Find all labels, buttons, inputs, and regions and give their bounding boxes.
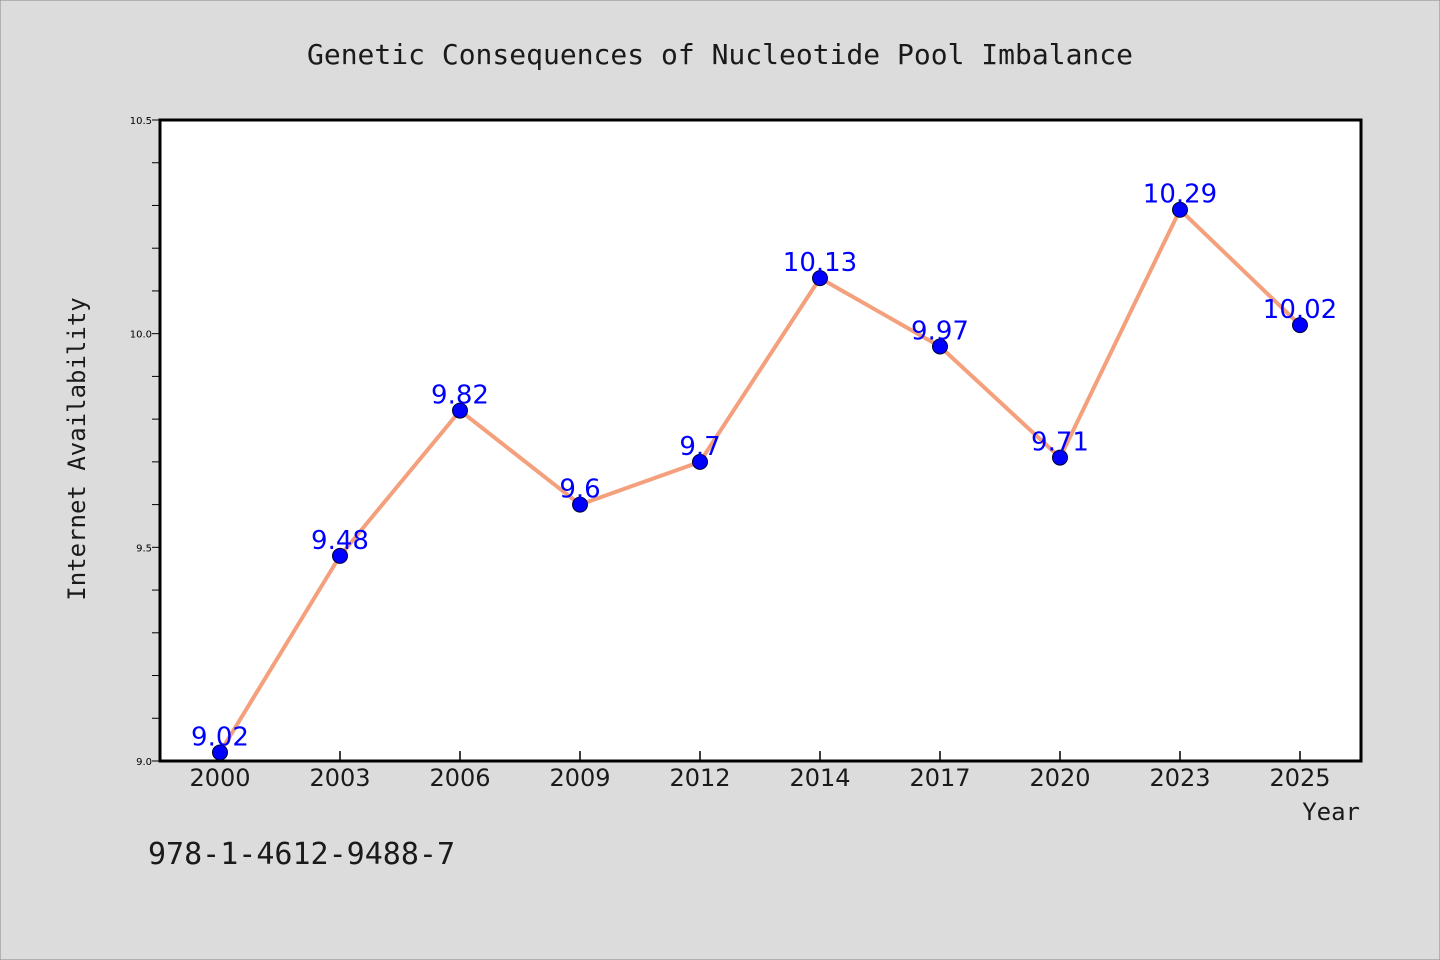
data-label: 9.7 [679, 432, 720, 462]
chart-title: Genetic Consequences of Nucleotide Pool … [307, 38, 1133, 71]
data-point [212, 744, 228, 761]
y-tick-label: 10.0 [130, 330, 152, 341]
plot-area [158, 118, 1363, 763]
data-label: 9.71 [1031, 428, 1089, 458]
y-tick-label: 10.5 [130, 116, 152, 127]
data-point [1292, 317, 1308, 334]
y-tick-label: 9.5 [136, 543, 152, 554]
x-axis-ticks: 2000 2003 2006 2009 2012 2014 2017 2020 2023 2025 [189, 751, 1331, 792]
x-tick-label: 2003 [309, 764, 370, 792]
data-point [1052, 449, 1068, 466]
y-tick-label: 9.0 [136, 757, 152, 768]
y-axis-ticks: 9.0 9.5 10.0 10.5 [130, 116, 160, 768]
data-point [452, 402, 468, 419]
data-series: 9.02 9.48 9.82 9.6 9.7 10.13 9.97 9.71 10.29 10.0… [191, 180, 1337, 761]
x-axis-label: Year [1302, 798, 1360, 826]
data-label: 10.02 [1263, 295, 1337, 325]
data-point [812, 270, 828, 287]
x-tick-label: 2025 [1269, 764, 1330, 792]
data-point [572, 496, 588, 513]
data-label: 9.02 [191, 722, 249, 752]
data-label: 9.6 [559, 475, 600, 505]
data-label: 9.82 [431, 381, 489, 411]
data-label: 9.48 [311, 526, 369, 556]
data-point [932, 338, 948, 355]
x-tick-label: 2006 [429, 764, 490, 792]
data-label: 10.13 [783, 248, 857, 278]
x-tick-label: 2023 [1149, 764, 1210, 792]
x-tick-label: 2020 [1029, 764, 1090, 792]
x-tick-label: 2017 [909, 764, 970, 792]
data-point [332, 547, 348, 564]
y-axis-label: Internet Availability [63, 297, 91, 600]
data-point [1172, 201, 1188, 218]
isbn-annotation: 978-1-4612-9488-7 [148, 837, 455, 872]
data-point [692, 453, 708, 470]
series-line [218, 207, 1302, 754]
x-tick-label: 2009 [549, 764, 610, 792]
data-label: 9.97 [911, 316, 969, 346]
x-tick-label: 2012 [669, 764, 730, 792]
x-tick-label: 2000 [189, 764, 250, 792]
x-tick-label: 2014 [789, 764, 850, 792]
data-label: 10.29 [1143, 180, 1217, 210]
